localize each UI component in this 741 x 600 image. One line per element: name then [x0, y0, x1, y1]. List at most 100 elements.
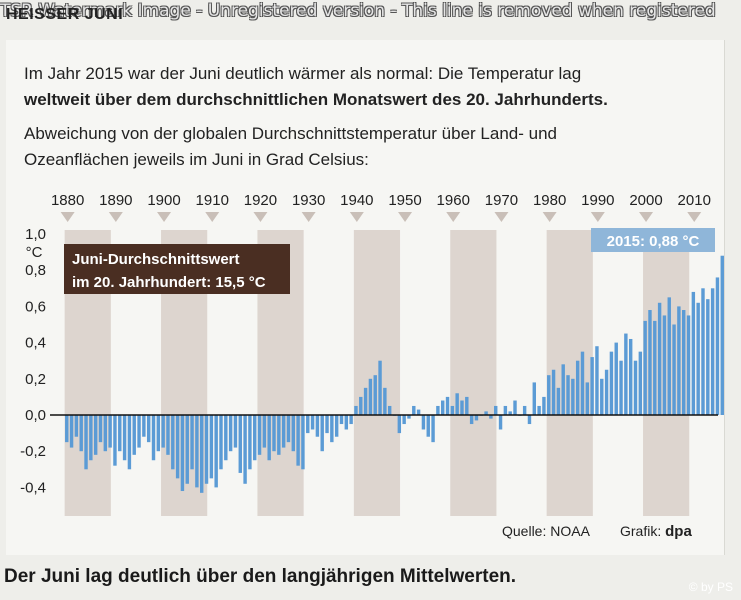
bar-1901	[166, 415, 170, 455]
bar-1909	[204, 415, 209, 484]
reference-label-line-1: Juni-Durchschnittswert	[72, 251, 240, 268]
bar-1961	[455, 393, 459, 415]
bar-1962	[460, 400, 464, 415]
x-tick-marker	[349, 212, 364, 222]
bar-1917	[243, 415, 247, 484]
bar-1949	[397, 415, 402, 434]
bar-1937	[339, 415, 344, 425]
bar-1969	[494, 405, 498, 415]
bar-2005	[667, 297, 671, 415]
bar-2007	[677, 306, 681, 415]
bar-1880	[65, 415, 69, 443]
bar-1928	[296, 415, 300, 466]
bar-1939	[349, 415, 353, 425]
bar-1944	[373, 375, 377, 415]
x-tick-label: 2010	[678, 192, 711, 209]
bar-1911	[214, 415, 218, 488]
x-tick-marker	[639, 212, 654, 222]
bar-1940	[354, 405, 358, 415]
bar-1889	[108, 415, 112, 448]
bar-1935	[330, 415, 334, 443]
bar-1903	[175, 415, 180, 479]
bar-1988	[585, 382, 590, 415]
bar-1921	[262, 415, 267, 448]
bar-1930	[306, 415, 310, 434]
bar-1956	[431, 415, 435, 443]
bar-1991	[600, 378, 604, 415]
bar-1905	[185, 415, 189, 484]
x-tick-label: 1910	[196, 192, 229, 209]
bar-1942	[363, 387, 368, 415]
bar-1954	[421, 415, 426, 430]
bar-1979	[542, 396, 546, 415]
bar-2002	[653, 320, 657, 415]
chart-subtitle-line-2: Ozeanflächen jeweils im Juni in Grad Cel…	[24, 150, 369, 169]
bar-1922	[267, 415, 271, 461]
credit-label: Grafik:	[620, 523, 662, 539]
bar-2006	[672, 324, 676, 415]
x-tick-label: 1890	[99, 192, 132, 209]
bar-1959	[445, 396, 450, 415]
temperature-anomaly-chart: 1880 1890 1900 1910 1920 1930 1940 1950 1960 1970…	[20, 192, 724, 516]
bar-1996	[624, 333, 628, 415]
x-tick-label: 2000	[629, 192, 662, 209]
bar-1915	[233, 415, 238, 448]
bar-1904	[180, 415, 185, 492]
y-tick-label: -0,2	[20, 443, 46, 460]
bar-1882	[74, 415, 79, 437]
bar-1999	[638, 351, 643, 415]
highlight-label-box: 2015: 0,88 °C	[591, 228, 715, 252]
y-axis-unit: °C	[26, 244, 43, 261]
bar-1894	[132, 415, 136, 455]
bar-1945	[378, 360, 382, 415]
bar-1978	[537, 405, 541, 415]
bar-2016	[720, 255, 724, 415]
bar-1936	[334, 415, 339, 437]
x-tick-marker	[494, 212, 509, 222]
bar-1970	[498, 415, 503, 430]
bar-1993	[609, 351, 614, 415]
bar-1885	[89, 415, 93, 461]
bar-1899	[156, 415, 161, 452]
source-note: Quelle: NOAA	[502, 523, 590, 539]
bar-1902	[171, 415, 175, 470]
x-tick-marker	[60, 212, 75, 222]
intro-line-1: Im Jahr 2015 war der Juni deutlich wärme…	[24, 64, 582, 83]
reference-label-box: Juni-Durchschnittswert im 20. Jahrhunder…	[64, 244, 290, 294]
bar-1925	[281, 415, 286, 448]
section-title: HEISSER JUNI	[6, 6, 124, 23]
bar-1995	[619, 360, 623, 415]
bar-1972	[508, 411, 512, 415]
decade-band-1960	[450, 230, 497, 516]
x-tick-marker	[301, 212, 316, 222]
highlight-label: 2015: 0,88 °C	[607, 233, 700, 250]
x-tick-label: 1960	[437, 192, 470, 209]
bar-1989	[590, 357, 594, 415]
bar-1941	[359, 396, 363, 415]
bar-1890	[113, 415, 117, 466]
bar-1896	[142, 415, 146, 437]
bar-1971	[503, 405, 508, 415]
infographic-panel: Im Jahr 2015 war der Juni deutlich wärme…	[6, 40, 725, 555]
x-tick-label: 1980	[533, 192, 566, 209]
bar-1892	[122, 415, 127, 461]
decade-band-1940	[353, 230, 401, 516]
bar-1920	[257, 415, 262, 455]
bar-1983	[561, 364, 565, 415]
x-tick-marker	[108, 212, 123, 222]
bar-1910	[209, 415, 214, 479]
chart-subtitle-line-1: Abweichung von der globalen Durchschnitt…	[24, 124, 557, 143]
bar-1943	[368, 378, 373, 415]
bar-2001	[648, 310, 652, 415]
reference-label-line-2: im 20. Jahrhundert: 15,5 °C	[72, 274, 266, 291]
bar-1883	[79, 415, 83, 452]
bar-1964	[469, 415, 474, 425]
bar-1923	[272, 415, 276, 452]
bar-1933	[320, 415, 324, 452]
bar-1976	[527, 415, 532, 425]
x-tick-marker	[590, 212, 605, 222]
bar-1952	[412, 405, 416, 415]
y-tick-label: 0,0	[25, 407, 46, 424]
x-tick-marker	[446, 212, 461, 222]
bar-1987	[580, 351, 585, 415]
